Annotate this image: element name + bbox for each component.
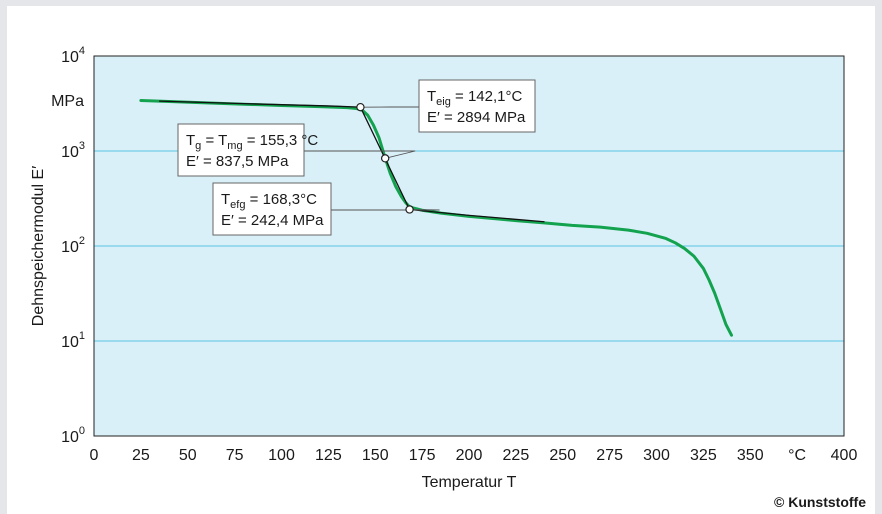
- x-tick-label: 150: [362, 447, 389, 464]
- x-tick-label: 50: [179, 447, 197, 464]
- x-tick-label: 200: [456, 447, 483, 464]
- y-tick-label: 102: [61, 235, 85, 256]
- x-axis-label: Temperatur T: [422, 474, 517, 491]
- annotation-modulus: E′ = 837,5 MPa: [186, 153, 289, 170]
- annotation-temp: Teig = 142,1°C: [427, 88, 522, 108]
- point-marker: [405, 205, 414, 214]
- marker-layer: [356, 102, 414, 214]
- x-tick-label: 400: [831, 447, 858, 464]
- x-tick-label: 125: [315, 447, 342, 464]
- x-tick-label: 300: [643, 447, 670, 464]
- y-tick-labels: 100 101 102 103 104: [61, 45, 85, 446]
- x-tick-label: 25: [132, 447, 150, 464]
- point-marker: [356, 102, 365, 112]
- annotation-box: Teig = 142,1°CE′ = 2894 MPa: [418, 79, 536, 133]
- x-tick-label: 75: [226, 447, 244, 464]
- x-unit-label: °C: [788, 447, 806, 464]
- x-tick-label: 175: [409, 447, 436, 464]
- annotation-leaders: [304, 106, 440, 211]
- annotation-modulus: E′ = 242,4 MPa: [221, 212, 324, 229]
- tangent-line: [408, 208, 545, 223]
- tangent-line: [158, 100, 362, 108]
- plot-frame: [93, 55, 845, 437]
- annotation-layer: Teig = 142,1°CE′ = 2894 MPa Tg = Tmg = 15…: [177, 79, 536, 236]
- y-axis-label: Dehnspeichermodul E′: [30, 166, 47, 326]
- x-tick-label: 100: [268, 447, 295, 464]
- x-tick-label: 225: [503, 447, 530, 464]
- annotation-leader: [304, 150, 416, 159]
- y-tick-label: 100: [61, 425, 85, 446]
- y-tick-label: 101: [61, 330, 85, 351]
- annotation-leader: [331, 209, 440, 211]
- x-tick-label: 250: [549, 447, 576, 464]
- y-tick-label: 104: [61, 45, 85, 66]
- x-tick-label: 350: [737, 447, 764, 464]
- point-marker: [380, 154, 390, 163]
- y-unit-label: MPa: [51, 93, 84, 110]
- x-tick-label: 325: [690, 447, 717, 464]
- x-tick-labels: 0 25 50 75 100 125 150 175 200 225 250 275 300 325 350…: [90, 447, 858, 464]
- annotation-temp: Tg = Tmg = 155,3 °C: [186, 132, 318, 152]
- y-tick-label: 103: [61, 140, 85, 161]
- annotation-temp: Tefg = 168,3°C: [221, 191, 317, 211]
- annotation-box: Tefg = 168,3°CE′ = 242,4 MPa: [212, 182, 332, 236]
- x-tick-label: 0: [90, 447, 99, 464]
- annotation-modulus: E′ = 2894 MPa: [427, 109, 526, 126]
- annotation-box: Tg = Tmg = 155,3 °CE′ = 837,5 MPa: [177, 123, 318, 177]
- x-tick-label: 275: [596, 447, 623, 464]
- copyright-credit: © Kunststoffe: [774, 494, 866, 510]
